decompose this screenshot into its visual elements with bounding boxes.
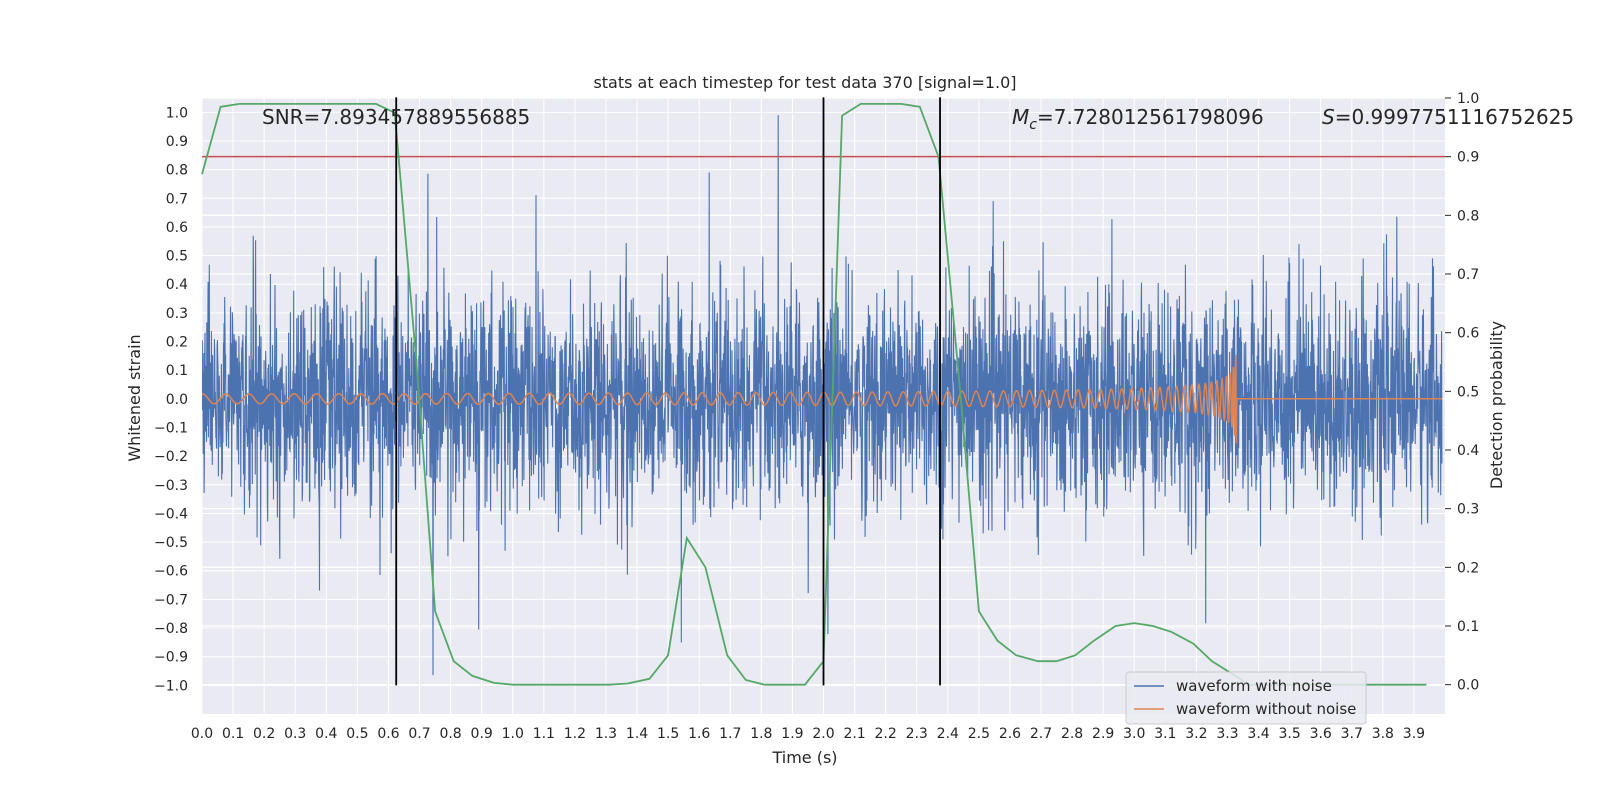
x-tick-label: 3.7: [1341, 726, 1363, 742]
y-axis-ticks: 1.0 0.9 0.8 0.7 0.6 0.5 0.4 0.3 0.2 0.1 0.0 −0.1 −0.…: [154, 105, 188, 694]
y-tick-label: −0.2: [154, 449, 188, 465]
y-tick-label: 0.1: [166, 363, 188, 379]
x-tick-label: 2.3: [906, 726, 928, 742]
y-tick-label: −0.1: [154, 420, 188, 436]
x-axis-ticks: 0.0 0.1 0.2 0.3 0.4 0.5 0.6 0.7 0.8 0.9 1.0 1.1 1.2 1…: [191, 726, 1425, 742]
y-tick-label: 0.4: [166, 277, 188, 293]
x-tick-label: 0.1: [222, 726, 244, 742]
x-tick-label: 0.4: [315, 726, 337, 742]
x-tick-label: 0.5: [346, 726, 368, 742]
x-tick-label: 0.6: [377, 726, 399, 742]
y-tick-label: 0.9: [166, 134, 188, 150]
x-tick-label: 3.8: [1372, 726, 1394, 742]
y2-axis-label: Detection probability: [1487, 321, 1506, 489]
mc-symbol: M: [1012, 105, 1029, 129]
x-tick-label: 1.0: [502, 726, 524, 742]
x-tick-label: 0.2: [253, 726, 275, 742]
x-tick-label: 2.0: [812, 726, 834, 742]
s-symbol: S: [1322, 105, 1335, 129]
x-tick-label: 1.5: [657, 726, 679, 742]
x-tick-label: 1.1: [533, 726, 555, 742]
x-tick-label: 2.6: [999, 726, 1021, 742]
x-tick-label: 3.3: [1216, 726, 1238, 742]
y-tick-label: 1.0: [166, 105, 188, 121]
x-tick-label: 2.1: [843, 726, 865, 742]
mc-value: =7.728012561798096: [1037, 105, 1264, 129]
probability-line: [201, 103, 1427, 686]
mc-subscript: c: [1029, 117, 1037, 133]
x-tick-label: 3.1: [1154, 726, 1176, 742]
y2-tick-label: 0.6: [1457, 326, 1479, 342]
x-tick-label: 1.8: [750, 726, 772, 742]
x-tick-label: 2.4: [937, 726, 959, 742]
y-tick-label: 0.8: [166, 163, 188, 179]
y-tick-label: 0.7: [166, 191, 188, 207]
x-tick-label: 2.8: [1061, 726, 1083, 742]
y-tick-label: 0.6: [166, 220, 188, 236]
x-tick-label: 3.2: [1185, 726, 1207, 742]
legend: waveform with noise waveform without noi…: [1125, 671, 1367, 725]
y2-tick-label: 0.3: [1457, 502, 1479, 518]
x-tick-label: 3.4: [1247, 726, 1269, 742]
y-tick-label: −1.0: [154, 678, 188, 694]
chart-title: stats at each timestep for test data 370…: [593, 73, 1016, 92]
x-tick-label: 3.9: [1403, 726, 1425, 742]
x-tick-label: 2.9: [1092, 726, 1114, 742]
y-tick-label: −0.3: [154, 478, 188, 494]
x-tick-label: 1.2: [564, 726, 586, 742]
y2-tick-label: 0.5: [1457, 384, 1479, 400]
x-tick-label: 2.2: [875, 726, 897, 742]
legend-label-waveform-without-noise: waveform without noise: [1176, 700, 1356, 718]
vertical-markers: [395, 97, 941, 686]
x-tick-label: 3.0: [1123, 726, 1145, 742]
y-axis-label: Whitened strain: [125, 334, 144, 461]
y2-tick-label: 1.0: [1457, 91, 1479, 107]
x-axis-label: Time (s): [771, 748, 837, 767]
y2-tick-label: 0.7: [1457, 267, 1479, 283]
s-value: =0.9997751116752625: [1335, 105, 1574, 129]
y2-tick-label: 0.8: [1457, 208, 1479, 224]
snr-annotation: SNR=7.893457889556885: [262, 105, 530, 129]
x-tick-label: 1.7: [719, 726, 741, 742]
x-tick-label: 1.3: [595, 726, 617, 742]
y-tick-label: 0.2: [166, 335, 188, 351]
y-tick-label: −0.6: [154, 564, 188, 580]
x-tick-label: 0.3: [284, 726, 306, 742]
y-tick-label: 0.5: [166, 249, 188, 265]
x-tick-label: 0.7: [408, 726, 430, 742]
y2-axis-ticks: 1.0 0.9 0.8 0.7 0.6 0.5 0.4 0.3 0.2 0.1 0.0: [1445, 91, 1479, 694]
y-tick-label: 0.0: [166, 392, 188, 408]
x-tick-label: 0.8: [439, 726, 461, 742]
x-tick-label: 2.7: [1030, 726, 1052, 742]
y-tick-label: 0.3: [166, 306, 188, 322]
y-tick-label: −0.9: [154, 650, 188, 666]
x-tick-label: 3.5: [1278, 726, 1300, 742]
x-tick-label: 0.0: [191, 726, 213, 742]
chirp-mass-annotation: Mc=7.728012561798096: [1012, 105, 1264, 133]
series-waveform-without-noise: [202, 354, 1442, 444]
x-tick-label: 2.5: [968, 726, 990, 742]
y2-tick-label: 0.4: [1457, 443, 1479, 459]
legend-box: [1125, 671, 1367, 725]
y-tick-label: −0.4: [154, 506, 188, 522]
x-tick-label: 1.6: [688, 726, 710, 742]
y2-tick-label: 0.2: [1457, 560, 1479, 576]
y-tick-label: −0.7: [154, 592, 188, 608]
y2-tick-label: 0.0: [1457, 678, 1479, 694]
y-tick-label: −0.8: [154, 621, 188, 637]
s-annotation: S=0.9997751116752625: [1322, 105, 1574, 129]
x-tick-label: 3.6: [1310, 726, 1332, 742]
y-tick-label: −0.5: [154, 535, 188, 551]
chirp-trace: [202, 354, 1442, 444]
y2-tick-label: 0.1: [1457, 619, 1479, 635]
x-tick-label: 1.4: [626, 726, 648, 742]
y2-tick-label: 0.9: [1457, 150, 1479, 166]
legend-label-waveform-with-noise: waveform with noise: [1176, 677, 1332, 695]
x-tick-label: 1.9: [781, 726, 803, 742]
x-tick-label: 0.9: [471, 726, 493, 742]
